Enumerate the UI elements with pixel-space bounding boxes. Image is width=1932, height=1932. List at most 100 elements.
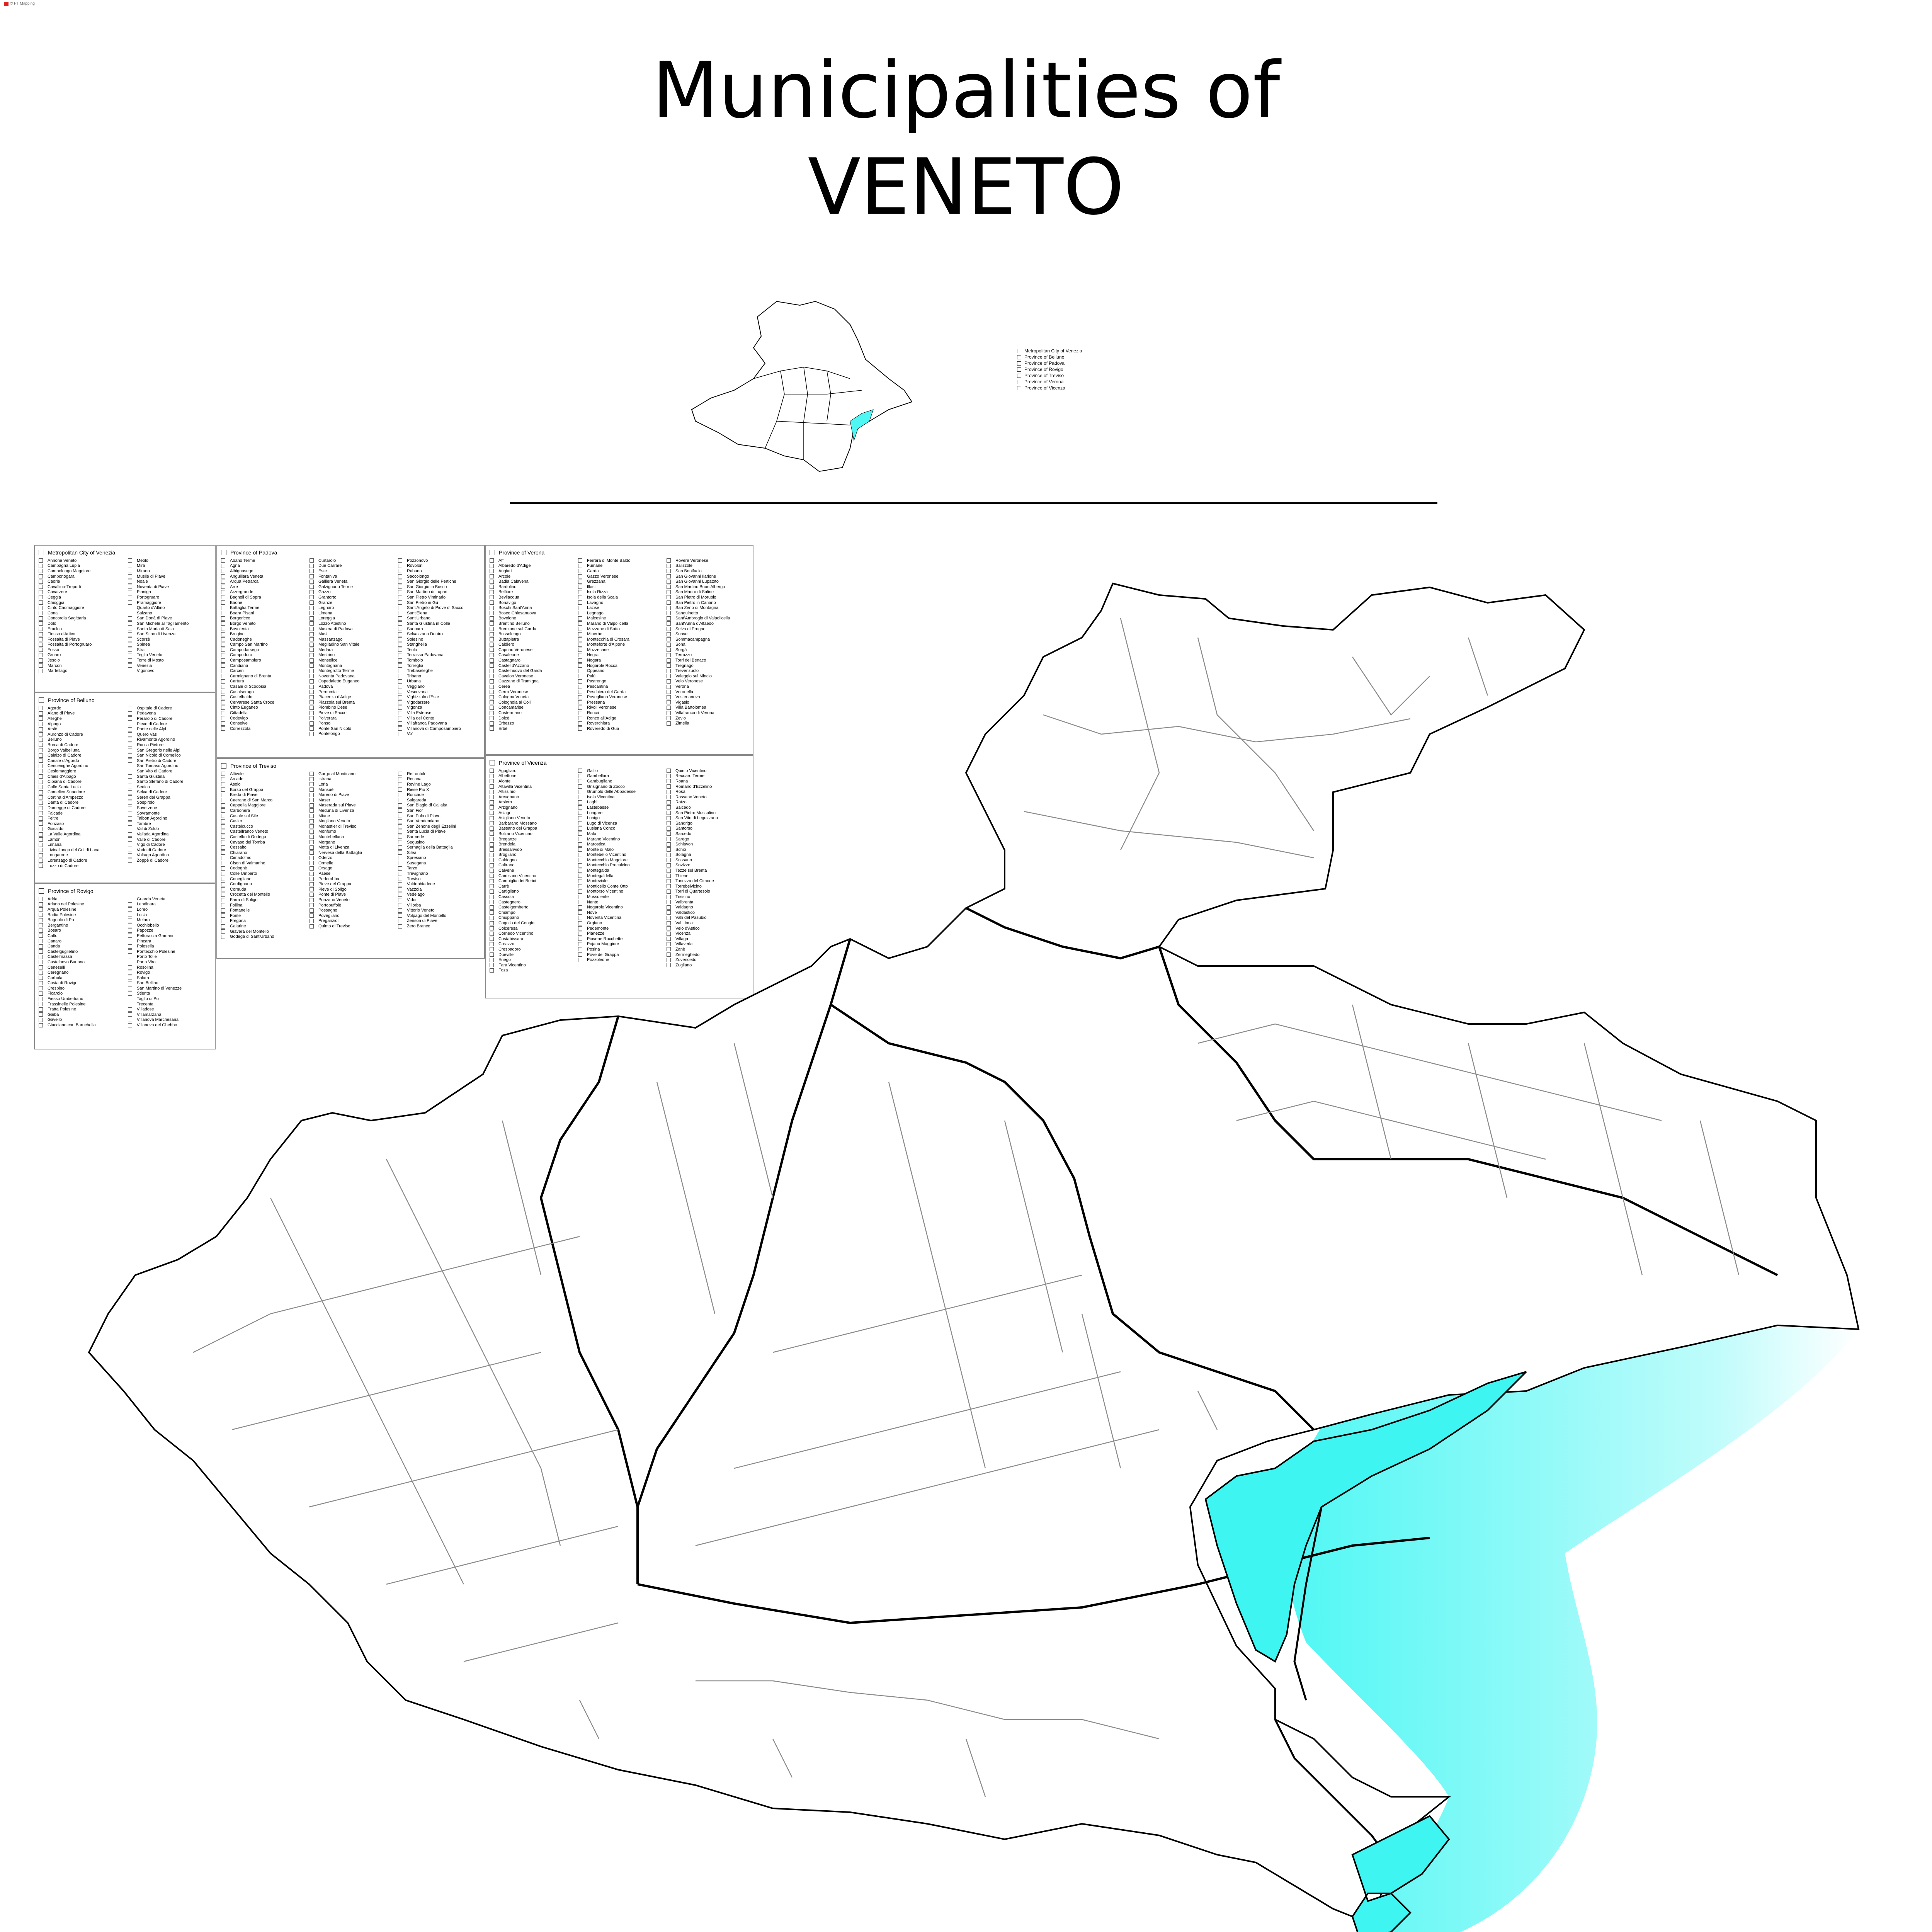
municipality-item: Arcade [221, 777, 303, 782]
municipality-item: San Pietro in Cariano [667, 600, 749, 605]
checkbox-icon [398, 855, 402, 860]
venice-lagoon [1204, 1371, 1527, 1663]
checkbox-icon [490, 695, 494, 699]
checkbox-icon [310, 579, 314, 584]
checkbox-icon [310, 877, 314, 881]
municipality-item: Cencenighe Agordino [39, 764, 122, 769]
checkbox-icon [490, 947, 494, 952]
municipality-item: Zermeghedo [667, 952, 749, 957]
checkbox-icon [128, 991, 132, 996]
checkbox-icon [310, 585, 314, 589]
checkbox-icon [578, 852, 582, 857]
municipality-item: Bergantino [39, 923, 122, 928]
checkbox-icon [128, 1002, 132, 1007]
municipality-item: Morgano [310, 840, 392, 845]
municipality-item: Pramaggiore [128, 600, 211, 605]
municipality-item: Ceggia [39, 595, 122, 600]
municipality-item: Eraclea [39, 626, 122, 632]
checkbox-icon [398, 611, 402, 616]
municipality-item: Ponte nelle Alpi [128, 726, 211, 732]
checkbox-icon [578, 653, 582, 657]
municipality-item: Zoppè di Cadore [128, 858, 211, 863]
municipality-item: Malcesine [578, 616, 660, 621]
municipality-item: Roverchiara [578, 721, 660, 726]
checkbox-icon [490, 921, 494, 925]
checkbox-icon [578, 847, 582, 852]
checkbox-icon [221, 887, 225, 892]
checkbox-icon [128, 918, 132, 922]
checkbox-icon [39, 632, 43, 636]
checkbox-icon [221, 574, 225, 579]
checkbox-icon [667, 963, 671, 968]
checkbox-icon [578, 795, 582, 799]
checkbox-icon [39, 653, 43, 657]
legend-column: Ospitale di Cadore Pedavena Perarolo di Ca… [128, 706, 211, 868]
municipality-item: Schiavon [667, 842, 749, 847]
checkbox-icon [221, 929, 225, 934]
checkbox-icon [221, 700, 225, 705]
checkbox-icon [578, 563, 582, 568]
municipality-item: Bussolengo [490, 631, 572, 637]
municipality-item: Revine Lago [398, 782, 480, 787]
checkbox-icon [128, 902, 132, 906]
checkbox-icon [221, 716, 225, 721]
municipality-item: Rosolina [128, 965, 211, 970]
municipality-item: Isola Rizza [578, 590, 660, 595]
municipality-item: Boschi Sant'Anna [490, 605, 572, 611]
divider-rule [510, 502, 1437, 504]
checkbox-icon [310, 700, 314, 705]
municipality-item: Salara [128, 975, 211, 981]
checkbox-icon [398, 616, 402, 621]
municipality-item: Trevignano [398, 871, 480, 876]
checkbox-icon [398, 674, 402, 679]
checkbox-icon [667, 648, 671, 652]
checkbox-icon [39, 816, 43, 821]
checkbox-icon [310, 924, 314, 929]
checkbox-icon [490, 632, 494, 636]
municipality-item: Santa Giustina [128, 774, 211, 779]
municipality-item: Borgoricco [221, 616, 303, 621]
checkbox-icon [221, 913, 225, 918]
checkbox-icon [310, 711, 314, 715]
municipality-item: Santorso [667, 826, 749, 832]
municipality-item: Voltago Agordino [128, 853, 211, 858]
checkbox-icon [578, 579, 582, 584]
municipality-item: Castelfranco Veneto [221, 829, 303, 835]
municipality-item: Gazzo [310, 590, 392, 595]
checkbox-icon [398, 913, 402, 918]
checkbox-icon [1017, 355, 1021, 359]
legend-panel: Province of Rovigo Adria Ariano nel Polesi… [34, 883, 216, 1049]
municipality-item: Mussolente [578, 894, 660, 900]
municipality-item: Due Carrare [310, 563, 392, 569]
municipality-item: Danta di Cadore [39, 800, 122, 806]
checkbox-icon [490, 821, 494, 826]
checkbox-icon [39, 960, 43, 964]
municipality-item: Villanova Marchesana [128, 1017, 211, 1023]
municipality-item: Villorba [398, 903, 480, 908]
checkbox-icon [128, 743, 132, 747]
municipality-item: Monteforte d'Alpone [578, 642, 660, 648]
checkbox-icon [39, 811, 43, 816]
municipality-item: Pescantina [578, 684, 660, 689]
checkbox-icon [310, 882, 314, 886]
municipality-item: San Martino di Lupari [398, 590, 480, 595]
checkbox-icon [667, 590, 671, 594]
municipality-item: Spresiano [398, 855, 480, 861]
checkbox-icon [310, 772, 314, 776]
municipality-item: Selva di Progno [667, 626, 749, 632]
checkbox-icon [310, 918, 314, 923]
municipality-item: Villa Estense [398, 710, 480, 716]
municipality-item: Loria [310, 782, 392, 787]
checkbox-icon [490, 642, 494, 647]
municipality-item: Agordo [39, 706, 122, 711]
checkbox-icon [39, 585, 43, 589]
municipality-item: Buttapietra [490, 637, 572, 642]
municipality-item: Cavaion Veronese [490, 673, 572, 679]
municipality-item: Cassola [490, 894, 572, 900]
checkbox-icon [39, 842, 43, 847]
municipality-item: Preganziol [310, 918, 392, 924]
municipality-item: Taglio di Po [128, 996, 211, 1002]
checkbox-icon [667, 721, 671, 726]
checkbox-icon [128, 954, 132, 959]
checkbox-icon [667, 627, 671, 631]
